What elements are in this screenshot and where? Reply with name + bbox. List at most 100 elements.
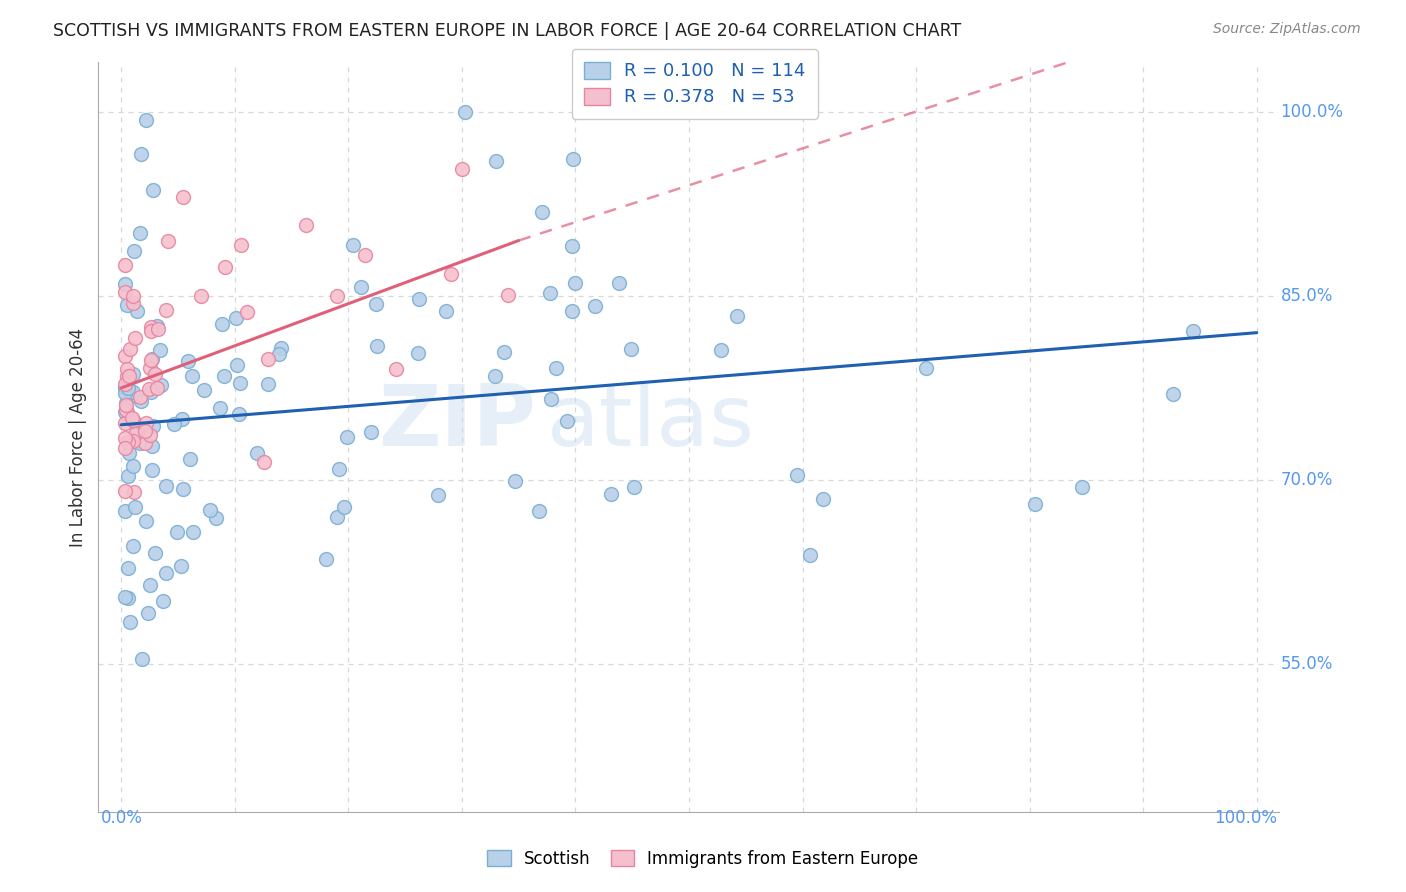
Point bbox=[786, 468, 808, 483]
Point bbox=[129, 436, 152, 450]
Point bbox=[122, 458, 145, 473]
Point bbox=[270, 341, 292, 355]
Point bbox=[540, 392, 562, 407]
Point bbox=[114, 277, 136, 292]
Point bbox=[350, 280, 373, 294]
Text: atlas: atlas bbox=[547, 381, 755, 464]
Point bbox=[725, 309, 748, 323]
Point bbox=[225, 311, 247, 326]
Point bbox=[155, 479, 177, 493]
Point bbox=[228, 407, 250, 421]
Text: SCOTTISH VS IMMIGRANTS FROM EASTERN EUROPE IN LABOR FORCE | AGE 20-64 CORRELATIO: SCOTTISH VS IMMIGRANTS FROM EASTERN EURO… bbox=[53, 22, 962, 40]
Point bbox=[141, 463, 163, 477]
Point bbox=[157, 235, 180, 249]
Point bbox=[212, 369, 235, 384]
Point bbox=[125, 425, 148, 440]
Point bbox=[128, 226, 150, 240]
Point bbox=[138, 382, 160, 396]
Point bbox=[118, 368, 141, 383]
Point bbox=[152, 594, 174, 608]
Point bbox=[118, 615, 141, 629]
Point bbox=[546, 361, 568, 376]
Legend: R = 0.100   N = 114, R = 0.378   N = 53: R = 0.100 N = 114, R = 0.378 N = 53 bbox=[572, 49, 818, 120]
Point bbox=[170, 412, 193, 426]
Point bbox=[122, 485, 145, 500]
Point bbox=[204, 511, 226, 525]
Point bbox=[1161, 387, 1184, 401]
Point bbox=[118, 411, 141, 425]
Point bbox=[406, 346, 429, 360]
Point bbox=[122, 385, 145, 400]
Point bbox=[484, 368, 506, 383]
Point bbox=[114, 402, 136, 417]
Point bbox=[129, 393, 152, 408]
Point bbox=[172, 190, 194, 204]
Point bbox=[181, 524, 204, 539]
Point bbox=[117, 591, 139, 606]
Point bbox=[139, 428, 162, 442]
Point bbox=[118, 342, 141, 356]
Point bbox=[118, 446, 141, 460]
Point bbox=[162, 417, 184, 431]
Point bbox=[129, 147, 152, 161]
Point bbox=[342, 238, 364, 252]
Point bbox=[408, 292, 430, 306]
Point bbox=[181, 369, 204, 384]
Point bbox=[121, 411, 143, 425]
Point bbox=[114, 432, 136, 446]
Text: 0.0%: 0.0% bbox=[101, 809, 142, 827]
Point bbox=[115, 368, 138, 383]
Point bbox=[139, 324, 162, 338]
Point bbox=[149, 343, 172, 357]
Point bbox=[561, 239, 583, 253]
Text: 55.0%: 55.0% bbox=[1281, 656, 1333, 673]
Point bbox=[231, 238, 253, 252]
Point bbox=[496, 288, 519, 302]
Point bbox=[134, 424, 156, 438]
Point bbox=[385, 362, 408, 376]
Point bbox=[354, 248, 377, 262]
Point bbox=[114, 504, 136, 518]
Point bbox=[434, 303, 457, 318]
Point bbox=[360, 425, 382, 439]
Point bbox=[114, 590, 136, 604]
Point bbox=[555, 414, 578, 428]
Point bbox=[121, 412, 143, 426]
Legend: Scottish, Immigrants from Eastern Europe: Scottish, Immigrants from Eastern Europe bbox=[481, 844, 925, 875]
Point bbox=[129, 390, 152, 404]
Point bbox=[179, 452, 201, 467]
Point bbox=[124, 500, 146, 515]
Point bbox=[141, 439, 163, 453]
Point bbox=[142, 419, 165, 434]
Point bbox=[454, 104, 477, 119]
Text: 100.0%: 100.0% bbox=[1215, 809, 1277, 827]
Point bbox=[269, 347, 291, 361]
Point bbox=[333, 500, 356, 514]
Point bbox=[1024, 497, 1046, 511]
Point bbox=[117, 561, 139, 575]
Point bbox=[253, 455, 276, 469]
Point bbox=[118, 409, 141, 424]
Point bbox=[139, 384, 162, 399]
Point bbox=[115, 405, 138, 419]
Point bbox=[131, 652, 153, 666]
Point bbox=[451, 161, 474, 176]
Point bbox=[135, 416, 157, 430]
Point bbox=[208, 401, 231, 416]
Point bbox=[124, 426, 146, 441]
Point bbox=[122, 289, 145, 303]
Point bbox=[146, 322, 169, 336]
Point bbox=[336, 429, 359, 443]
Point bbox=[503, 474, 526, 488]
Point bbox=[540, 286, 562, 301]
Point bbox=[114, 398, 136, 412]
Point bbox=[607, 277, 630, 291]
Point bbox=[122, 539, 145, 553]
Point bbox=[170, 559, 193, 574]
Point bbox=[138, 361, 160, 376]
Point bbox=[143, 545, 166, 559]
Point bbox=[142, 184, 165, 198]
Point bbox=[226, 358, 249, 372]
Point bbox=[193, 383, 215, 397]
Point bbox=[117, 381, 139, 395]
